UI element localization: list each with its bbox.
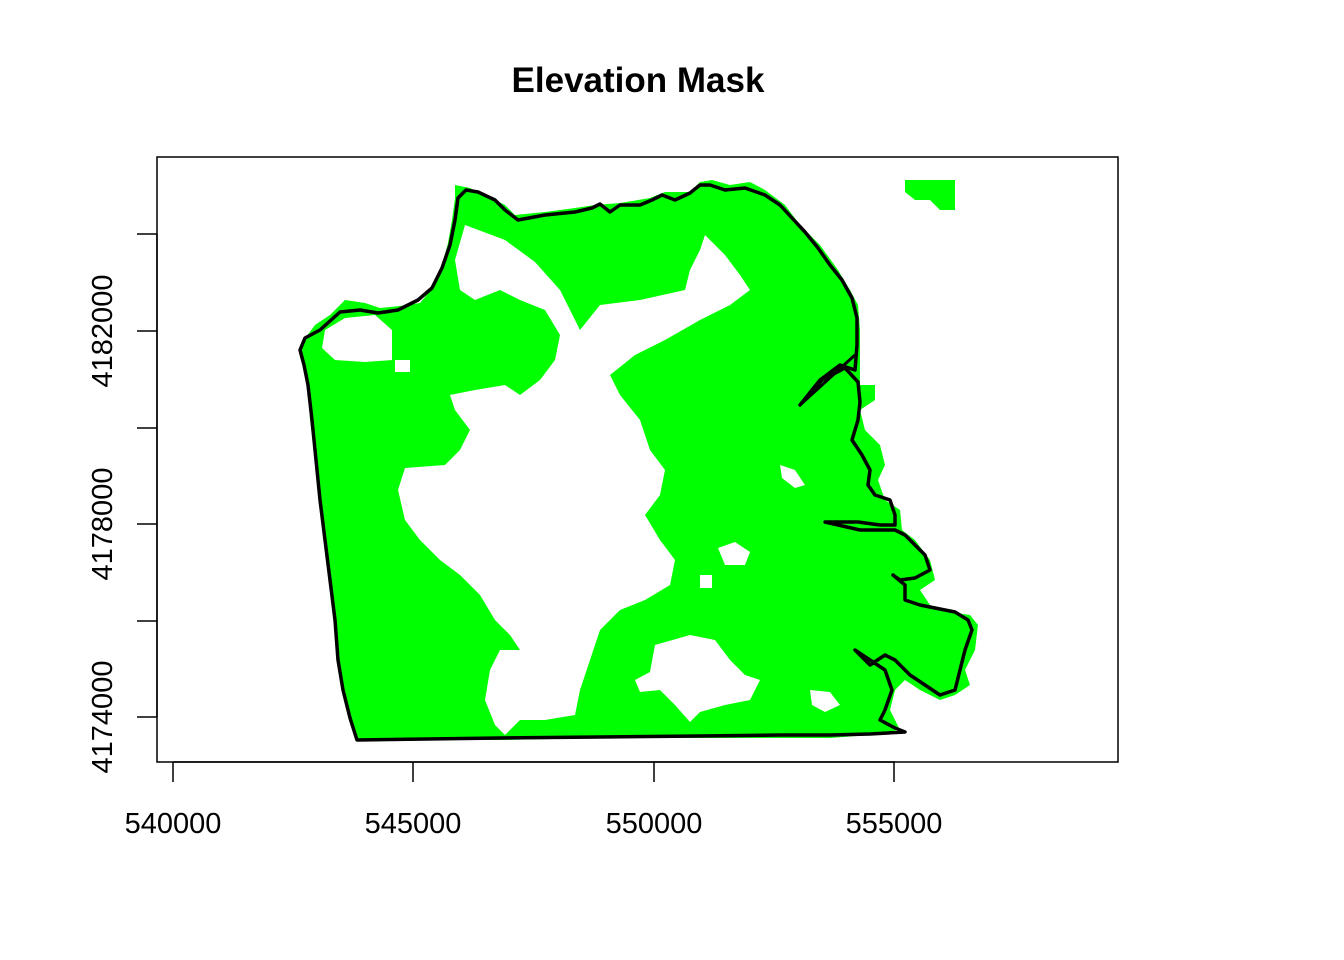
y-tick-label-4174000: 4174000 <box>87 661 119 774</box>
chart-title: Elevation Mask <box>512 61 765 100</box>
y-tick-label-4182000: 4182000 <box>87 275 119 388</box>
x-axis <box>172 761 895 782</box>
elevation-fill <box>300 180 978 740</box>
x-tick-label-540000: 540000 <box>125 808 222 840</box>
boundary-pier <box>798 353 857 407</box>
elevation-fill-island <box>905 180 955 210</box>
elevation-raster <box>300 180 978 740</box>
x-tick-label-545000: 545000 <box>365 808 462 840</box>
x-tick-label-550000: 550000 <box>606 808 703 840</box>
boundary-outline <box>298 183 974 742</box>
x-tick-label-555000: 555000 <box>846 808 943 840</box>
y-axis <box>137 233 158 718</box>
y-tick-label-4178000: 4178000 <box>87 468 119 581</box>
